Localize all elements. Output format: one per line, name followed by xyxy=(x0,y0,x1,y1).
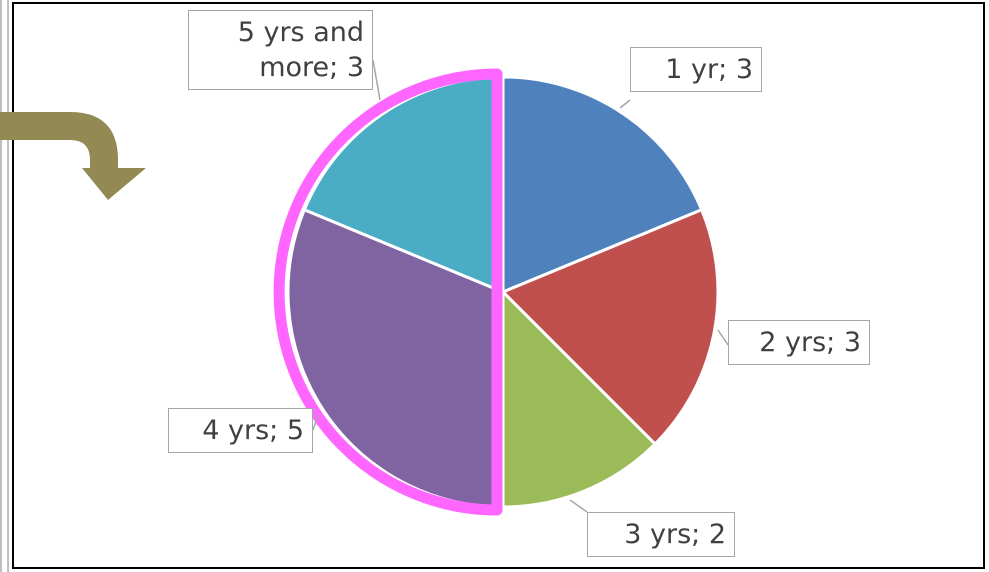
pie-slice xyxy=(500,207,720,447)
leader-line xyxy=(619,99,631,109)
data-label: 2 yrs; 3 xyxy=(728,320,870,366)
pie-slice xyxy=(501,75,704,295)
leader-line xyxy=(717,329,729,346)
slices xyxy=(286,75,720,509)
data-label: 3 yrs; 2 xyxy=(587,512,735,558)
data-label: 1 yr; 3 xyxy=(630,47,762,93)
highlight xyxy=(273,68,503,516)
leader-line xyxy=(372,59,381,101)
data-label: 5 yrs and more; 3 xyxy=(188,10,373,91)
leader-line xyxy=(312,414,319,431)
arrow xyxy=(0,112,146,200)
leaders xyxy=(312,59,729,513)
leader-line xyxy=(569,499,588,513)
pie-slice xyxy=(501,288,658,509)
data-label: 4 yrs; 5 xyxy=(168,408,313,454)
